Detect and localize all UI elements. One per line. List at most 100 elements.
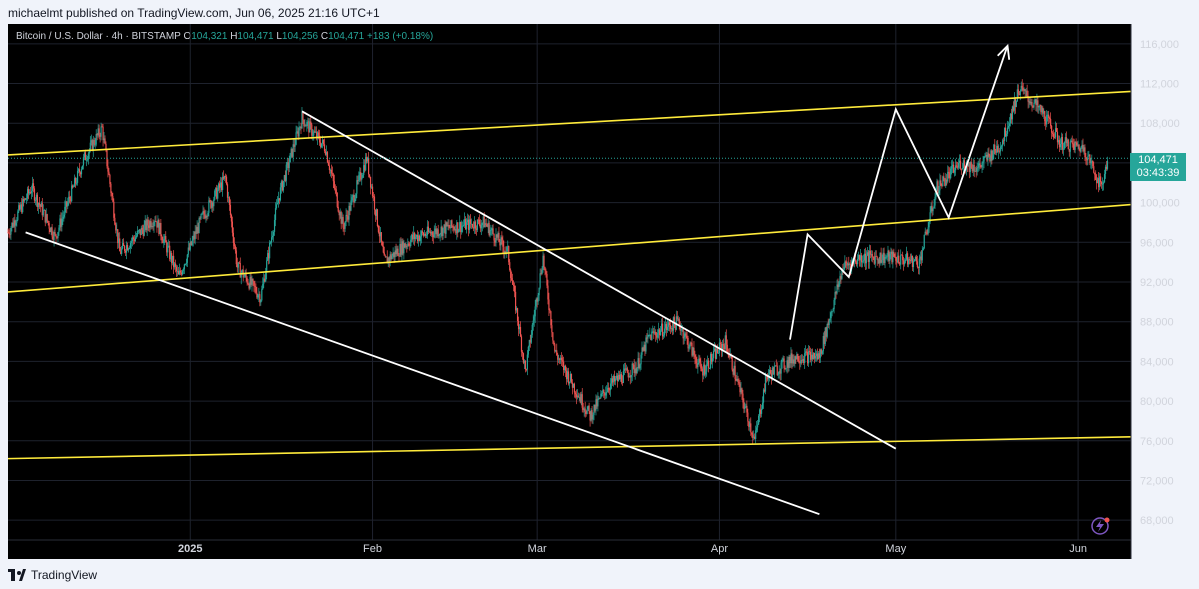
candle-body bbox=[888, 250, 890, 261]
candle-body bbox=[419, 236, 422, 241]
candle-body bbox=[557, 354, 559, 360]
candle-body bbox=[645, 337, 647, 352]
candle-body bbox=[665, 324, 668, 331]
candle-body bbox=[323, 144, 326, 152]
candle-body bbox=[50, 227, 52, 233]
candle-body bbox=[487, 222, 489, 227]
candle-body bbox=[316, 131, 318, 139]
candle-body bbox=[545, 270, 547, 274]
candle-body bbox=[344, 221, 346, 229]
candle-body bbox=[174, 263, 177, 267]
candle-body bbox=[605, 392, 607, 396]
candle-body bbox=[558, 358, 560, 360]
candle-body bbox=[484, 223, 486, 228]
candle-body bbox=[1006, 127, 1009, 134]
candle-body bbox=[132, 237, 135, 240]
candle-body bbox=[644, 344, 646, 352]
candle-body bbox=[211, 202, 213, 208]
candle-body bbox=[907, 259, 910, 265]
candle-body bbox=[1023, 89, 1025, 91]
candle-body bbox=[402, 241, 404, 254]
candle-body bbox=[120, 251, 122, 254]
candle-body bbox=[490, 229, 492, 231]
candle-body bbox=[587, 405, 589, 410]
candle-body bbox=[185, 262, 187, 265]
candle-body bbox=[896, 260, 898, 263]
candle-body bbox=[108, 171, 110, 175]
candle-body bbox=[390, 254, 392, 260]
candle-body bbox=[845, 261, 847, 263]
candle-body bbox=[41, 202, 43, 216]
candle-body bbox=[159, 222, 161, 235]
candle-body bbox=[784, 368, 786, 369]
x-axis: 2025 Feb Mar Apr May Jun bbox=[8, 539, 1131, 555]
candle-body bbox=[708, 360, 710, 369]
candle-body bbox=[1046, 114, 1048, 125]
candle-body bbox=[702, 371, 704, 376]
channel-line bbox=[7, 436, 1132, 460]
candle-body bbox=[275, 204, 278, 209]
candle-body bbox=[161, 236, 163, 241]
brand-name: TradingView bbox=[31, 568, 98, 582]
candle-body bbox=[785, 367, 787, 369]
candle-body bbox=[841, 269, 843, 279]
candle-body bbox=[553, 340, 555, 345]
candle-body bbox=[713, 348, 716, 352]
lightning-icon[interactable] bbox=[1089, 515, 1111, 537]
y-axis: 116,000112,000108,000104,000100,00096,00… bbox=[1130, 24, 1180, 559]
brand[interactable]: TradingView bbox=[8, 568, 97, 582]
candle-body bbox=[616, 375, 619, 382]
candle-body bbox=[631, 363, 633, 376]
candle-body bbox=[495, 234, 497, 243]
candle-body bbox=[96, 134, 98, 136]
candle-body bbox=[361, 177, 363, 180]
candle-body bbox=[901, 254, 903, 256]
candle-body bbox=[624, 368, 626, 370]
candle-body bbox=[64, 206, 66, 215]
candle-body bbox=[768, 369, 771, 375]
candle-body bbox=[267, 253, 269, 261]
candle-body bbox=[213, 199, 215, 207]
candle-body bbox=[1058, 140, 1061, 148]
candle-body bbox=[863, 253, 866, 261]
chart-area[interactable]: Bitcoin / U.S. Dollar · 4h · BITSTAMP O1… bbox=[8, 24, 1131, 559]
candle-body bbox=[788, 356, 790, 368]
candle-body bbox=[301, 112, 303, 129]
candle-body bbox=[1047, 114, 1049, 116]
candle-body bbox=[868, 250, 870, 262]
y-tick-label: 72,000 bbox=[1140, 475, 1174, 487]
candle-body bbox=[166, 242, 168, 253]
candle-body bbox=[24, 198, 26, 202]
candle-body bbox=[222, 176, 224, 191]
candle-body bbox=[422, 232, 425, 236]
candle-body bbox=[801, 360, 803, 362]
candle-body bbox=[204, 214, 206, 219]
candle-body bbox=[681, 329, 683, 331]
candle-body bbox=[302, 112, 304, 120]
candle-body bbox=[278, 198, 281, 201]
candle-body bbox=[128, 247, 131, 249]
candle-body bbox=[394, 250, 396, 258]
candle-body bbox=[893, 252, 895, 257]
candle-body bbox=[406, 245, 408, 247]
candle-body bbox=[934, 197, 936, 206]
candle-body bbox=[28, 192, 31, 194]
candle-body bbox=[69, 196, 71, 199]
candle-body bbox=[911, 255, 914, 268]
candle-body bbox=[1065, 137, 1067, 144]
candle-body bbox=[585, 411, 587, 414]
candle-body bbox=[685, 333, 687, 336]
candle-body bbox=[552, 332, 554, 341]
candle-body bbox=[542, 255, 544, 271]
candle-body bbox=[750, 423, 752, 433]
candle-body bbox=[721, 344, 723, 351]
candle-body bbox=[1024, 89, 1026, 92]
candle-body bbox=[270, 242, 272, 244]
candle-body bbox=[271, 235, 274, 238]
last-price-tag: 104,471 03:43:39 bbox=[1130, 153, 1186, 181]
candle-body bbox=[54, 231, 56, 235]
candle-body bbox=[563, 361, 565, 371]
candle-body bbox=[292, 144, 294, 157]
candle-body bbox=[121, 248, 123, 254]
candle-body bbox=[332, 174, 334, 182]
